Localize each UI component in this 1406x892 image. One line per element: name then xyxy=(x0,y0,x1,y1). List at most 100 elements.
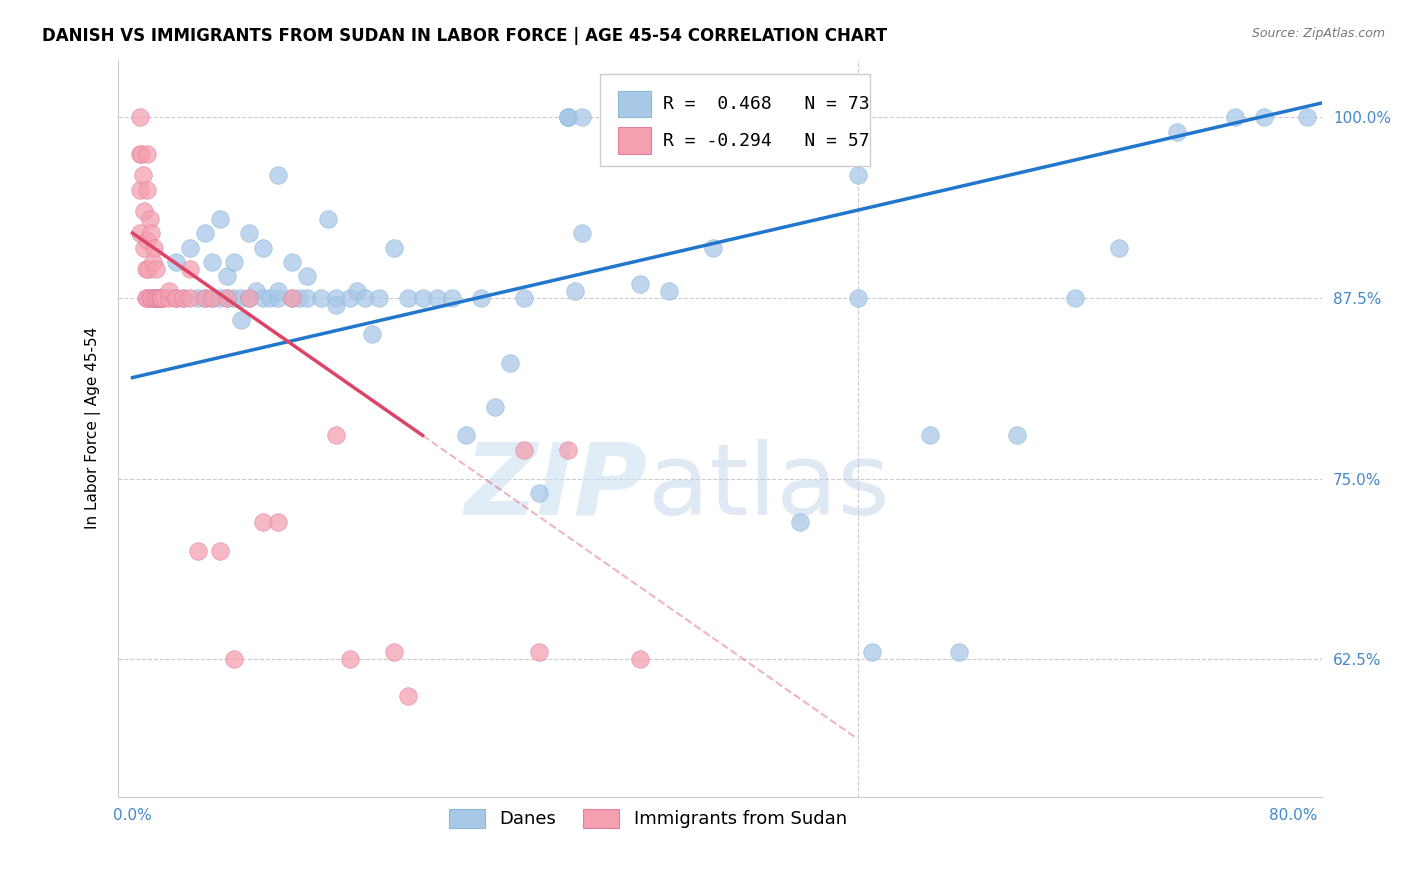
Point xyxy=(527,486,550,500)
FancyBboxPatch shape xyxy=(617,91,651,117)
Point xyxy=(142,255,165,269)
Point xyxy=(309,291,332,305)
Point xyxy=(128,111,150,125)
Point xyxy=(208,544,231,558)
Point xyxy=(194,291,217,305)
Point xyxy=(382,645,405,659)
Point xyxy=(148,291,170,305)
Point xyxy=(513,442,536,457)
Point xyxy=(141,291,163,305)
Point xyxy=(252,291,274,305)
Point xyxy=(325,428,347,442)
Point xyxy=(1296,111,1319,125)
Text: ZIP: ZIP xyxy=(465,439,648,536)
Point xyxy=(208,291,231,305)
Point xyxy=(658,284,681,298)
Point xyxy=(396,291,419,305)
Point xyxy=(201,255,224,269)
Point xyxy=(564,284,586,298)
Point xyxy=(128,226,150,240)
Point xyxy=(266,515,288,529)
Point xyxy=(948,645,970,659)
Point xyxy=(789,515,811,529)
Point xyxy=(143,291,166,305)
Point xyxy=(846,168,869,182)
Point xyxy=(222,291,245,305)
Point xyxy=(557,111,579,125)
Point xyxy=(702,240,724,254)
Point xyxy=(231,313,253,327)
Point xyxy=(557,442,579,457)
Point xyxy=(150,291,173,305)
Point xyxy=(132,204,155,219)
Point xyxy=(325,298,347,312)
Point xyxy=(281,291,304,305)
Y-axis label: In Labor Force | Age 45-54: In Labor Force | Age 45-54 xyxy=(86,327,101,529)
Point xyxy=(440,291,463,305)
FancyBboxPatch shape xyxy=(617,128,651,154)
Point xyxy=(920,428,942,442)
Point xyxy=(259,291,281,305)
Point xyxy=(215,291,238,305)
Point xyxy=(1223,111,1246,125)
Point xyxy=(187,544,209,558)
Point xyxy=(165,291,187,305)
Point xyxy=(136,183,159,197)
Point xyxy=(157,284,180,298)
Point xyxy=(238,291,260,305)
Point xyxy=(266,284,288,298)
Text: Source: ZipAtlas.com: Source: ZipAtlas.com xyxy=(1251,27,1385,40)
Point xyxy=(339,652,361,666)
Point xyxy=(238,291,260,305)
Point xyxy=(295,291,318,305)
Point xyxy=(139,291,162,305)
Point xyxy=(252,515,274,529)
Point xyxy=(396,689,419,703)
Point xyxy=(194,291,217,305)
Point xyxy=(346,284,368,298)
Text: R =  0.468   N = 73: R = 0.468 N = 73 xyxy=(664,95,870,112)
Point xyxy=(136,146,159,161)
Point xyxy=(846,291,869,305)
Point xyxy=(281,255,304,269)
Point xyxy=(498,356,520,370)
Point xyxy=(513,291,536,305)
Point xyxy=(316,211,339,226)
Point xyxy=(1007,428,1029,442)
Point xyxy=(426,291,449,305)
Point xyxy=(135,291,157,305)
Point xyxy=(149,291,172,305)
Point xyxy=(145,262,167,277)
Point xyxy=(165,291,187,305)
Point xyxy=(153,291,176,305)
Point xyxy=(143,240,166,254)
Point xyxy=(141,226,163,240)
Point xyxy=(368,291,391,305)
Point xyxy=(136,291,159,305)
Point xyxy=(201,291,224,305)
Point xyxy=(215,291,238,305)
Point xyxy=(157,291,180,305)
Point xyxy=(201,291,224,305)
Point xyxy=(412,291,434,305)
Point xyxy=(187,291,209,305)
FancyBboxPatch shape xyxy=(599,74,870,167)
Point xyxy=(353,291,375,305)
Point xyxy=(138,262,160,277)
Point xyxy=(1166,125,1188,139)
Point xyxy=(179,240,201,254)
Point xyxy=(131,168,153,182)
Point xyxy=(628,277,651,291)
Point xyxy=(628,652,651,666)
Point xyxy=(571,111,593,125)
Point xyxy=(1064,291,1087,305)
Point xyxy=(179,291,201,305)
Text: R = -0.294   N = 57: R = -0.294 N = 57 xyxy=(664,132,870,150)
Point xyxy=(222,652,245,666)
Point xyxy=(266,291,288,305)
Point xyxy=(208,211,231,226)
Point xyxy=(454,428,477,442)
Point xyxy=(571,226,593,240)
Point xyxy=(231,291,253,305)
Point xyxy=(150,291,173,305)
